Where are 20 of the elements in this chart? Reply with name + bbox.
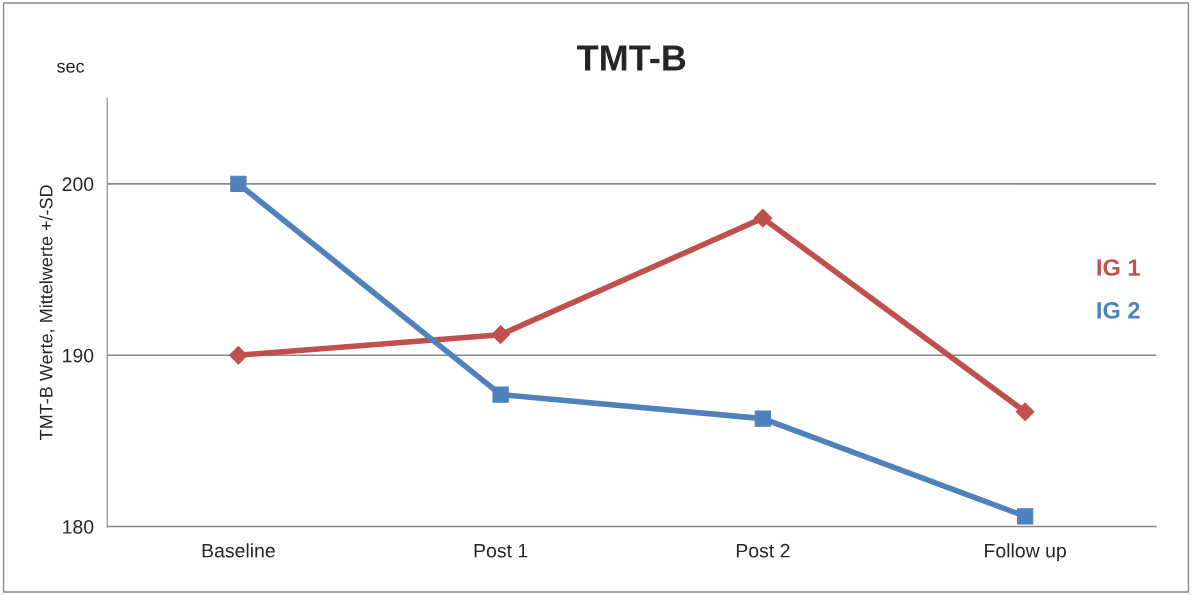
y-tick-label: 200 [62, 177, 94, 192]
point [491, 325, 510, 345]
point [754, 410, 772, 427]
x-tick-label: Post 1 [474, 543, 528, 558]
point [1015, 402, 1035, 422]
point [492, 386, 509, 403]
y-axis-title: TMT-B Werte, Mittelwerte +/-SD [39, 185, 55, 440]
point [230, 175, 247, 193]
y-tick-label: 190 [63, 348, 94, 363]
text: IG 1 [1097, 259, 1140, 276]
point [229, 345, 248, 365]
y-tick-label: 180 [63, 520, 94, 534]
text: IG 2 [1097, 301, 1140, 319]
x-tick-label: Post 2 [736, 543, 790, 558]
text: sec [57, 62, 85, 73]
point [753, 208, 773, 228]
point [1016, 508, 1034, 525]
x-tick-label: Baseline [202, 543, 275, 558]
x-tick-label: Follow up [985, 543, 1066, 562]
chart-title: TMT-B [577, 45, 686, 71]
